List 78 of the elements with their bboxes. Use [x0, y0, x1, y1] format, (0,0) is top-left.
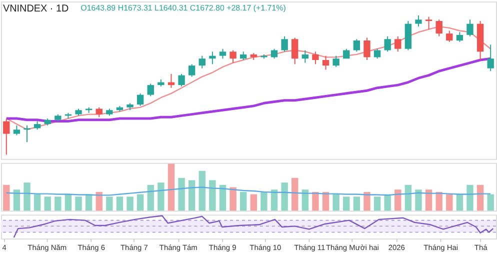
bar — [466, 184, 474, 211]
candlestick — [466, 19, 474, 37]
bar — [332, 194, 340, 211]
bar — [415, 190, 422, 211]
bar — [404, 184, 412, 211]
candlestick — [384, 36, 391, 52]
bar — [13, 190, 20, 211]
candlestick — [270, 48, 278, 60]
bar — [456, 194, 464, 211]
bar — [364, 192, 370, 211]
candlestick — [425, 16, 432, 30]
bar — [384, 194, 391, 211]
bar — [270, 190, 278, 211]
bar — [250, 194, 257, 211]
bar — [147, 184, 154, 211]
bar — [281, 182, 288, 211]
candlestick — [487, 44, 494, 72]
bar — [260, 192, 268, 211]
candlestick — [188, 64, 196, 78]
bar — [343, 196, 350, 211]
bar — [476, 184, 484, 211]
bar — [292, 178, 298, 211]
bar — [425, 190, 432, 211]
candlestick — [364, 37, 370, 60]
bar — [178, 178, 185, 211]
candlestick — [147, 83, 154, 97]
candlestick — [292, 37, 298, 65]
candlestick — [136, 92, 144, 106]
bar — [230, 187, 236, 211]
candlestick — [312, 51, 319, 65]
candlestick — [302, 50, 309, 64]
bar — [436, 192, 442, 211]
candlestick — [198, 55, 206, 69]
bar — [64, 194, 72, 211]
candlestick — [13, 124, 20, 136]
candlestick — [3, 118, 10, 156]
bar — [188, 180, 196, 211]
candlestick — [281, 36, 288, 52]
candlestick — [230, 50, 236, 64]
candlestick — [374, 48, 381, 60]
bar — [136, 194, 144, 211]
candlestick — [178, 73, 185, 87]
bar — [487, 194, 494, 211]
chart-title: VNINDEX · 1D — [2, 3, 69, 14]
bar — [446, 194, 453, 211]
bar — [209, 180, 216, 211]
candlestick — [353, 38, 360, 52]
bar — [168, 164, 175, 211]
bar — [353, 196, 360, 211]
bar — [374, 196, 381, 211]
candlestick — [332, 55, 340, 68]
candlestick — [219, 48, 226, 60]
bar — [116, 196, 124, 211]
bar — [158, 182, 164, 211]
candlestick — [394, 36, 402, 52]
bar — [3, 184, 10, 211]
bar — [302, 190, 309, 211]
bar — [54, 196, 62, 211]
bar — [44, 196, 51, 211]
bar — [312, 192, 319, 211]
bar — [24, 182, 30, 211]
bar — [240, 192, 247, 211]
candlestick — [446, 30, 453, 42]
candlestick — [96, 106, 102, 118]
bar — [198, 170, 206, 211]
candlestick — [456, 32, 464, 42]
bar — [75, 196, 82, 211]
candlestick — [436, 19, 442, 37]
chart-subtitle: O1643.89 H1673.31 L1640.31 C1672.80 +28.17 (+1.71%) — [80, 3, 286, 12]
bar — [394, 190, 402, 211]
bar — [126, 196, 134, 211]
bar — [34, 194, 41, 211]
bar — [219, 184, 226, 211]
candlestick — [209, 51, 216, 65]
candlestick — [415, 14, 422, 28]
candlestick — [322, 55, 330, 70]
candlestick — [24, 124, 30, 143]
bar — [106, 196, 113, 211]
